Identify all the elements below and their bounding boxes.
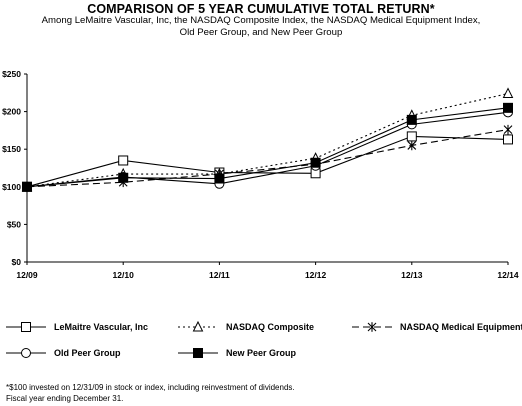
y-tick-label: $250 (2, 69, 21, 79)
data-point-lemaitre-vascular-inc (503, 134, 513, 145)
y-tick-label: $100 (2, 182, 21, 192)
legend-marker-nasdaq-medical-equipment (367, 322, 377, 332)
legend-marker-new-peer-group (193, 348, 203, 358)
data-point-new-peer-group (214, 173, 225, 184)
chart-title: COMPARISON OF 5 YEAR CUMULATIVE TOTAL RE… (87, 2, 435, 16)
legend-marker-old-peer-group (21, 348, 31, 358)
y-tick-label: $150 (2, 144, 21, 154)
legend-marker-lemaitre-vascular-inc (21, 322, 31, 332)
chart-axes: $0 $50 $100 $150 $200 $250 12/09 12/10 12/11 12/1… (2, 69, 519, 280)
y-tick-label: $200 (2, 107, 21, 117)
footnote-investment: *$100 invested on 12/31/09 in stock or i… (6, 383, 295, 392)
legend-label-old-peer-group: Old Peer Group (54, 348, 121, 358)
data-point-lemaitre-vascular-inc (118, 155, 129, 166)
chart-series (21, 87, 514, 192)
data-point-new-peer-group (406, 114, 417, 125)
series-line-nasdaq-composite (26, 93, 509, 188)
legend-label-nasdaq-composite: NASDAQ Composite (226, 322, 314, 332)
data-point-nasdaq-medical-equipment (503, 124, 513, 135)
series-line-lemaitre-vascular-inc (26, 135, 509, 188)
chart-legend: LeMaitre Vascular, Inc NASDAQ Composite NA… (6, 320, 522, 358)
series-line-old-peer-group (26, 111, 509, 188)
footnote-fiscal-year: Fiscal year ending December 31. (6, 394, 124, 403)
x-tick-label: 12/13 (401, 270, 423, 280)
legend-label-lemaitre-vascular-inc: LeMaitre Vascular, Inc (54, 322, 148, 332)
x-tick-label: 12/12 (305, 270, 327, 280)
data-point-nasdaq-medical-equipment (407, 140, 417, 151)
y-tick-label: $50 (7, 219, 21, 229)
data-point-new-peer-group (118, 172, 129, 183)
legend-marker-nasdaq-composite (192, 320, 204, 332)
series-line-nasdaq-medical-equipment (26, 129, 509, 188)
data-point-nasdaq-composite (502, 87, 514, 99)
legend-label-new-peer-group: New Peer Group (226, 348, 297, 358)
x-tick-label: 12/11 (209, 270, 230, 280)
chart-subtitle-line-2: Old Peer Group, and New Peer Group (179, 27, 343, 38)
chart-subtitle-line-1: Among LeMaitre Vascular, Inc, the NASDAQ… (41, 15, 481, 26)
data-point-lemaitre-vascular-inc (406, 131, 417, 142)
data-point-new-peer-group (310, 157, 321, 168)
y-tick-label: $0 (12, 257, 22, 267)
data-point-new-peer-group (22, 181, 32, 192)
legend-label-nasdaq-medical-equipment: NASDAQ Medical Equipment (400, 322, 522, 332)
x-tick-label: 12/09 (16, 270, 38, 280)
series-line-new-peer-group (26, 107, 509, 188)
data-point-new-peer-group (503, 102, 513, 113)
x-tick-label: 12/14 (497, 270, 519, 280)
x-tick-label: 12/10 (113, 270, 135, 280)
